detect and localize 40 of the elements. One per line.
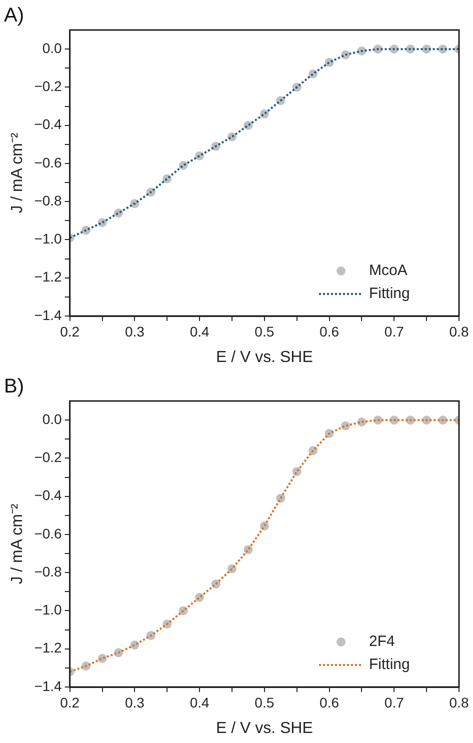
y-tick-label: −1.0 bbox=[34, 230, 62, 247]
x-tick-label: 0.3 bbox=[124, 694, 145, 710]
x-tick-label: 0.8 bbox=[449, 694, 469, 710]
y-tick-label: −0.2 bbox=[34, 449, 62, 466]
x-tick-label: 0.4 bbox=[190, 323, 210, 340]
x-tick-label: 0.5 bbox=[254, 694, 274, 710]
y-tick-label: −1.4 bbox=[34, 306, 62, 323]
x-tick-label: 0.7 bbox=[384, 694, 404, 710]
legend-label: Fitting bbox=[369, 656, 410, 674]
x-axis-title: E / V vs. SHE bbox=[216, 720, 313, 737]
legend-label: Fitting bbox=[369, 285, 410, 302]
x-tick-label: 0.2 bbox=[60, 323, 80, 340]
x-tick-label: 0.2 bbox=[60, 694, 80, 710]
x-tick-label: 0.5 bbox=[254, 323, 274, 340]
x-tick-label: 0.3 bbox=[124, 323, 145, 340]
y-tick-label: −1.0 bbox=[34, 602, 62, 618]
y-axis-title: J / mA cm⁻² bbox=[9, 132, 26, 214]
y-tick-label: −0.6 bbox=[34, 525, 62, 542]
x-tick-label: 0.6 bbox=[320, 694, 340, 710]
x-tick-label: 0.7 bbox=[384, 323, 404, 340]
y-axis-title: J / mA cm⁻² bbox=[9, 503, 26, 584]
y-tick-label: −1.2 bbox=[34, 268, 62, 285]
chart-title: B) bbox=[4, 376, 24, 398]
y-tick-label: 0.0 bbox=[42, 410, 62, 427]
y-tick-label: −1.4 bbox=[34, 678, 62, 694]
y-tick-label: −0.2 bbox=[34, 78, 62, 94]
legend-label: 2F4 bbox=[369, 633, 395, 650]
y-tick-label: −0.4 bbox=[34, 487, 62, 504]
y-tick-label: −0.4 bbox=[34, 116, 62, 132]
x-tick-label: 0.8 bbox=[449, 323, 469, 340]
x-tick-label: 0.6 bbox=[320, 323, 340, 340]
y-tick-label: 0.0 bbox=[42, 40, 62, 56]
y-tick-label: −0.8 bbox=[34, 192, 62, 208]
y-tick-label: −1.2 bbox=[34, 640, 62, 656]
chart-title: A) bbox=[4, 4, 24, 27]
y-tick-label: −0.8 bbox=[34, 563, 62, 580]
y-tick-label: −0.6 bbox=[34, 154, 62, 170]
legend-label: McoA bbox=[369, 262, 408, 280]
x-tick-label: 0.4 bbox=[190, 694, 210, 710]
x-axis-title: E / V vs. SHE bbox=[216, 348, 313, 366]
